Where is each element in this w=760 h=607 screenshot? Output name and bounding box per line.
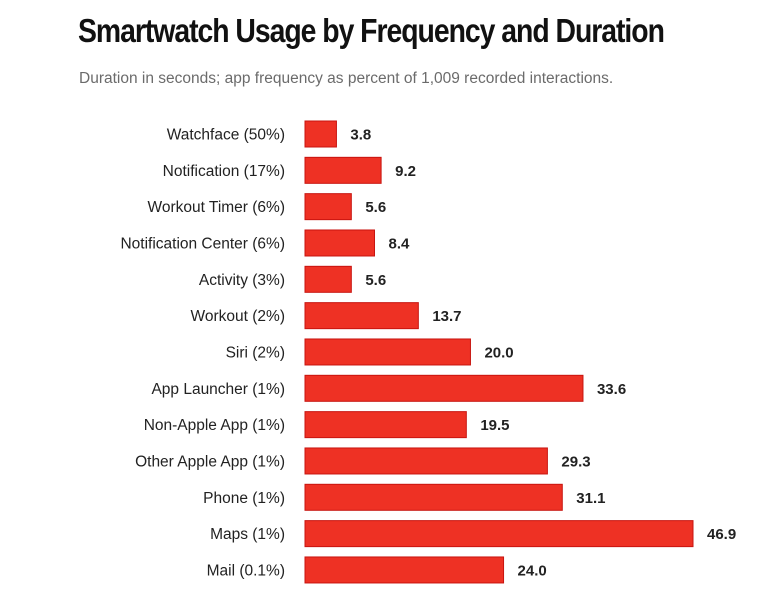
category-label: Mail (0.1%) [207, 562, 285, 579]
value-label: 33.6 [597, 381, 626, 398]
bar [304, 302, 419, 330]
bar [304, 411, 467, 439]
value-label: 31.1 [576, 490, 605, 507]
value-label: 9.2 [395, 163, 416, 180]
category-label: Phone (1%) [203, 490, 285, 507]
value-label: 19.5 [480, 417, 509, 434]
bar [304, 265, 352, 293]
value-label: 5.6 [365, 199, 386, 216]
value-label: 3.8 [350, 127, 371, 144]
category-label: Workout (2%) [191, 308, 285, 325]
category-label: App Launcher (1%) [151, 381, 285, 398]
bar [304, 156, 382, 184]
chart-title: Smartwatch Usage by Frequency and Durati… [78, 12, 665, 49]
bar [304, 229, 375, 257]
category-label: Notification Center (6%) [120, 235, 285, 252]
value-label: 5.6 [365, 272, 386, 289]
bar [304, 447, 548, 475]
value-label: 20.0 [484, 344, 513, 361]
category-label: Other Apple App (1%) [135, 453, 285, 470]
category-label: Siri (2%) [226, 344, 285, 361]
bar [304, 120, 337, 148]
category-label: Activity (3%) [199, 272, 285, 289]
bar [304, 520, 694, 548]
category-label: Maps (1%) [210, 526, 285, 543]
category-label: Notification (17%) [163, 163, 285, 180]
chart-subtitle: Duration in seconds; app frequency as pe… [79, 70, 614, 87]
bar [304, 374, 584, 402]
value-label: 8.4 [388, 235, 410, 252]
category-label: Watchface (50%) [167, 127, 285, 144]
category-label: Non-Apple App (1%) [144, 417, 285, 434]
bar [304, 193, 352, 221]
value-label: 46.9 [707, 526, 736, 543]
category-label: Workout Timer (6%) [147, 199, 285, 216]
bar [304, 556, 505, 584]
value-label: 29.3 [561, 453, 590, 470]
bar [304, 338, 471, 366]
value-label: 24.0 [518, 562, 547, 579]
value-label: 13.7 [432, 308, 461, 325]
bar [304, 483, 563, 511]
